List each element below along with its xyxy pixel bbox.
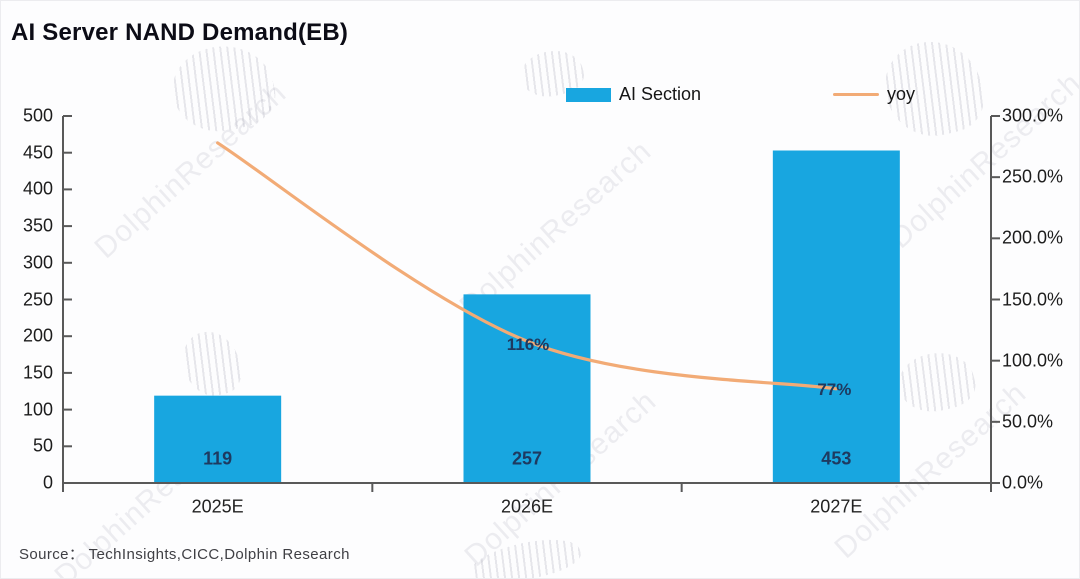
legend-item-yoy: yoy (833, 84, 915, 105)
bar-value-label-2026E: 257 (511, 448, 543, 469)
left-axis-tick-label: 400 (22, 178, 53, 199)
legend-item-ai-section: AI Section (566, 84, 701, 105)
right-axis-tick-label: 150.0% (1002, 289, 1064, 309)
chart-title: AI Server NAND Demand(EB) (11, 19, 349, 46)
category-label-2025E: 2025E (191, 496, 244, 517)
left-axis-tick-label: 500 (22, 105, 53, 126)
yoy-line (216, 141, 838, 391)
left-axis-tick-label: 0 (42, 472, 53, 493)
left-axis-tick-label: 200 (22, 325, 53, 346)
yoy-point-label-2026E: 116% (506, 335, 550, 355)
bar-value-label-2025E: 119 (203, 448, 233, 469)
bar-2025E (154, 395, 282, 483)
category-label-2026E: 2026E (500, 496, 554, 517)
right-axis-tick-label: 250.0% (1002, 166, 1064, 187)
left-axis-tick-label: 50 (32, 435, 53, 456)
right-axis-tick-label: 300.0% (1002, 105, 1064, 126)
left-axis-tick-label: 100 (22, 399, 53, 420)
bar-2026E (463, 294, 591, 483)
legend-swatch-ai-section (566, 87, 611, 102)
right-axis-tick-label: 50.0% (1002, 411, 1054, 432)
right-axis-tick-label: 200.0% (1002, 227, 1064, 248)
right-axis-tick-label: 100.0% (1002, 350, 1064, 371)
left-axis-tick-label: 250 (22, 289, 53, 309)
source-note: Source： TechInsights,CICC,Dolphin Resear… (19, 546, 350, 563)
left-axis-tick-label: 350 (22, 215, 53, 236)
left-axis-tick-label: 300 (22, 252, 53, 273)
bar-2027E (772, 150, 900, 484)
legend-line-yoy (833, 93, 879, 96)
bar-value-label-2027E: 453 (821, 448, 852, 469)
category-label-2027E: 2027E (810, 496, 863, 517)
left-axis-tick-label: 150 (22, 362, 53, 383)
right-axis-tick-label: 0.0% (1002, 472, 1044, 493)
left-axis-tick-label: 450 (22, 142, 53, 163)
legend-label-yoy: yoy (887, 84, 916, 104)
yoy-point-label-2027E: 77% (817, 379, 852, 399)
legend-label-ai-section: AI Section (619, 84, 702, 104)
